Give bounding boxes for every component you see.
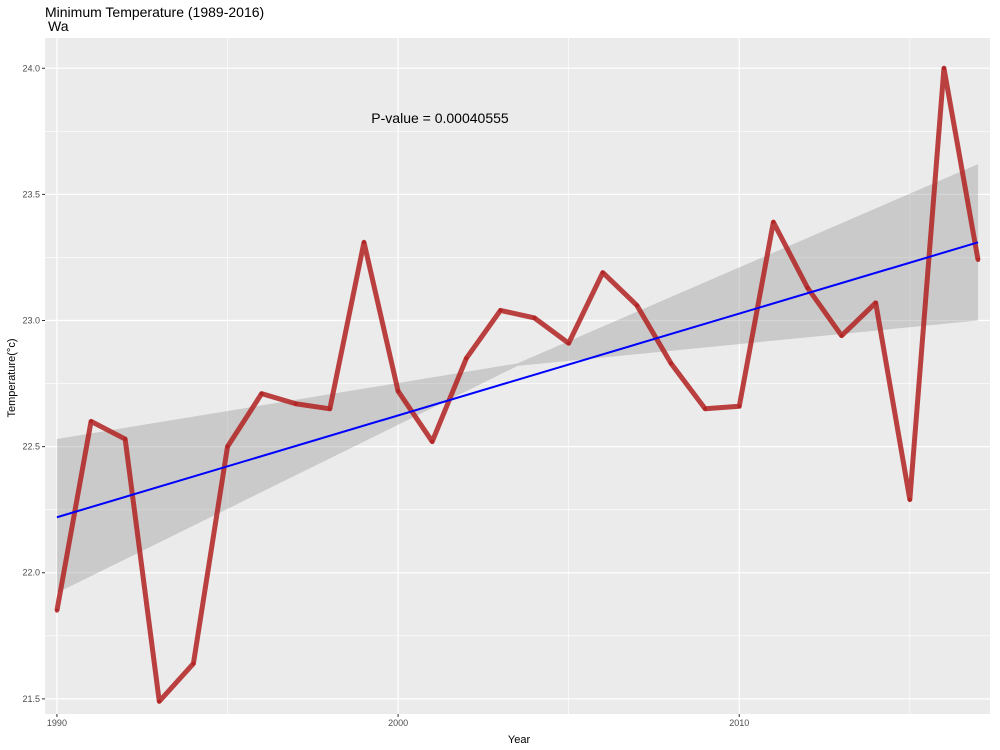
data-point <box>737 404 742 409</box>
chart-subtitle: Wa <box>48 18 69 34</box>
data-point <box>327 406 332 411</box>
trend-line <box>56 241 979 519</box>
data-point <box>771 220 776 225</box>
y-axis: 21.5 22.0 22.5 23.0 23.5 24.0 <box>22 63 45 704</box>
data-point <box>225 444 230 449</box>
x-tick-label: 2010 <box>729 718 749 728</box>
data-point <box>191 661 196 666</box>
data-point <box>976 257 981 262</box>
data-point <box>464 356 469 361</box>
panel-background <box>45 38 990 714</box>
data-point <box>293 401 298 406</box>
x-axis: 1990 2000 2010 <box>47 714 749 728</box>
confidence-band <box>56 164 979 593</box>
x-tick-label: 2000 <box>388 718 408 728</box>
chart-title: Minimum Temperature (1989-2016) <box>45 4 264 20</box>
y-tick-label: 22.5 <box>22 442 40 452</box>
data-point <box>123 437 128 442</box>
plot-area <box>45 38 990 714</box>
data-point <box>430 439 435 444</box>
data-point <box>805 285 810 290</box>
y-tick-label: 21.5 <box>22 694 40 704</box>
data-point <box>873 300 878 305</box>
data-point <box>157 699 162 704</box>
data-point <box>396 389 401 394</box>
x-tick-label: 1990 <box>47 718 67 728</box>
y-tick-label: 23.5 <box>22 189 40 199</box>
data-point <box>839 333 844 338</box>
data-point <box>703 406 708 411</box>
data-point <box>566 341 571 346</box>
data-point <box>634 303 639 308</box>
data-point <box>259 391 264 396</box>
y-tick-label: 23.0 <box>22 316 40 326</box>
data-point <box>89 419 94 424</box>
data-point <box>600 270 605 275</box>
data-point <box>54 608 59 613</box>
data-point <box>907 497 912 502</box>
temperature-line <box>54 65 981 704</box>
y-tick-label: 22.0 <box>22 568 40 578</box>
data-point <box>361 240 366 245</box>
data-point <box>532 315 537 320</box>
y-axis-title: Temperature(°c) <box>6 339 18 418</box>
x-axis-title: Year <box>508 734 531 746</box>
data-point <box>669 361 674 366</box>
data-point <box>498 308 503 313</box>
y-tick-label: 24.0 <box>22 63 40 73</box>
p-value-annotation: P-value = 0.00040555 <box>371 110 509 126</box>
data-point <box>941 66 946 71</box>
